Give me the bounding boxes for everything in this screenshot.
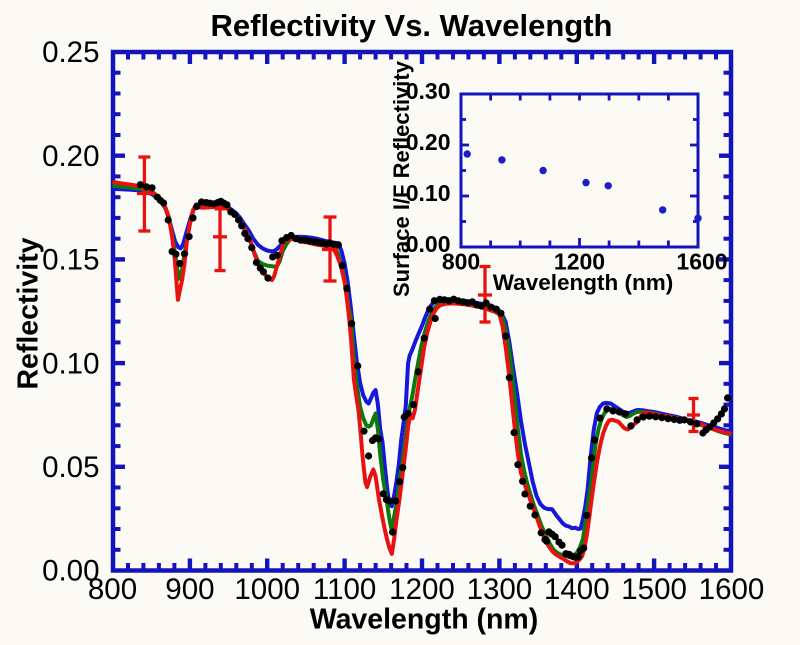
svg-text:1200: 1200: [389, 573, 455, 606]
svg-text:0.20: 0.20: [406, 129, 451, 155]
svg-text:1600: 1600: [676, 249, 727, 275]
svg-text:Reflectivity: Reflectivity: [13, 237, 45, 389]
svg-text:1500: 1500: [621, 573, 687, 606]
svg-text:0.15: 0.15: [42, 244, 99, 277]
svg-text:0.30: 0.30: [406, 78, 451, 104]
svg-text:Reflectivity Vs. Wavelength: Reflectivity Vs. Wavelength: [211, 8, 613, 43]
svg-text:0.20: 0.20: [42, 140, 99, 173]
svg-text:800: 800: [442, 249, 480, 275]
svg-text:0.00: 0.00: [42, 555, 99, 588]
svg-text:0.10: 0.10: [42, 347, 99, 380]
svg-text:0.00: 0.00: [406, 231, 451, 257]
svg-text:Wavelength (nm): Wavelength (nm): [493, 270, 673, 295]
svg-text:0.10: 0.10: [406, 180, 451, 206]
svg-text:1300: 1300: [467, 573, 533, 606]
svg-text:900: 900: [165, 573, 214, 606]
svg-text:1400: 1400: [544, 573, 610, 606]
svg-text:1200: 1200: [554, 249, 605, 275]
svg-text:Wavelength (nm): Wavelength (nm): [310, 604, 539, 636]
svg-text:1100: 1100: [313, 573, 376, 606]
svg-text:1600: 1600: [699, 573, 765, 606]
svg-text:0.05: 0.05: [42, 451, 99, 484]
svg-text:800: 800: [88, 573, 137, 606]
svg-text:Surface I/F Reflectivity: Surface I/F Reflectivity: [389, 60, 414, 297]
svg-text:0.25: 0.25: [42, 36, 99, 69]
svg-text:1000: 1000: [234, 573, 300, 606]
